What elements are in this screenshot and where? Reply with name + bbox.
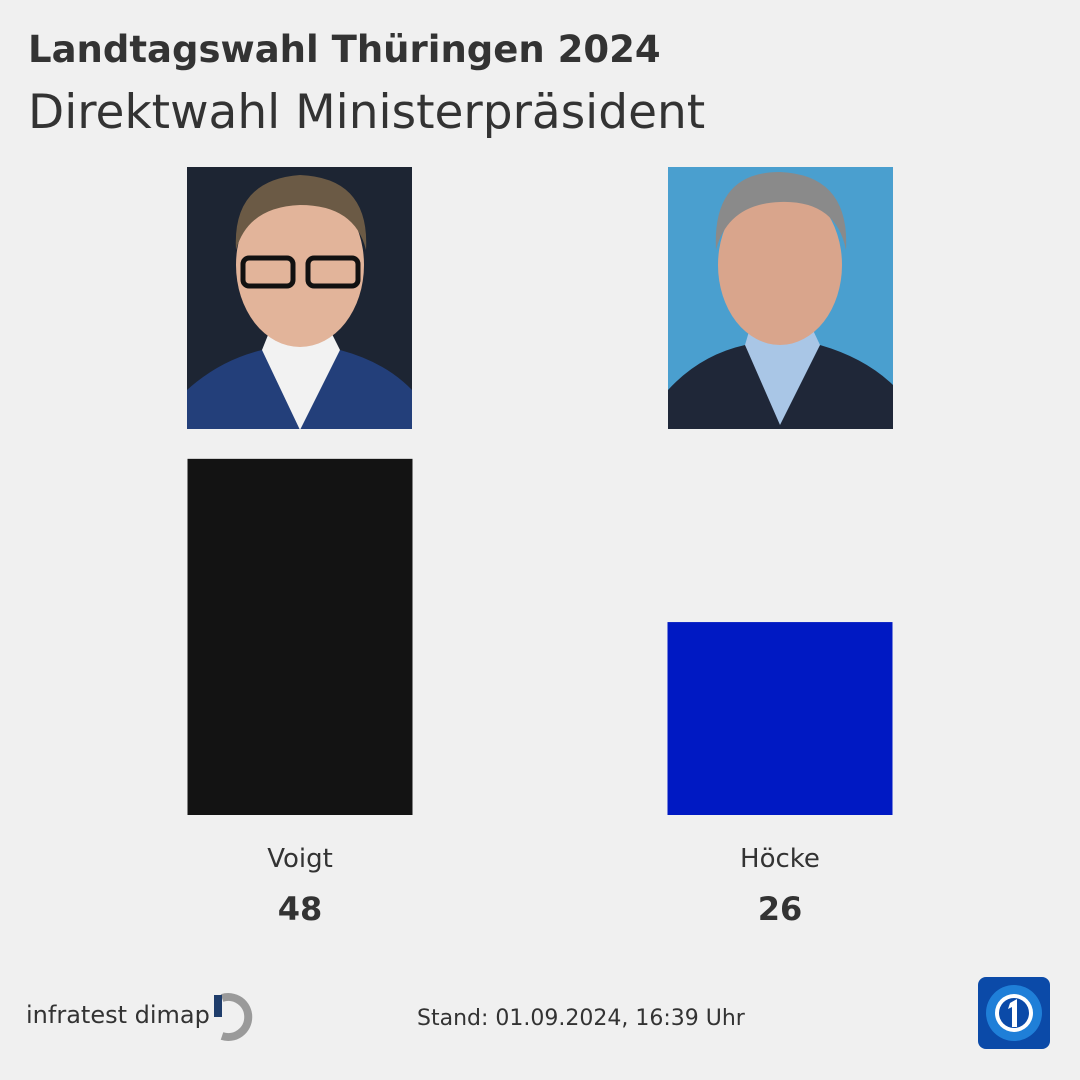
value-label: 26 [758, 890, 803, 928]
source-logo-icon [214, 993, 253, 1041]
value-label: 48 [278, 890, 323, 928]
chart-subtitle: Direktwahl Ministerpräsident [28, 85, 705, 140]
bar [667, 622, 893, 815]
portrait [668, 167, 893, 429]
source-logo: infratest dimap [26, 1001, 210, 1029]
chart-title: Landtagswahl Thüringen 2024 [28, 28, 661, 71]
category-label: Voigt [267, 844, 333, 874]
portrait [187, 167, 412, 430]
category-label: Höcke [740, 844, 820, 874]
timestamp: Stand: 01.09.2024, 16:39 Uhr [417, 1006, 746, 1031]
bar [187, 458, 413, 815]
broadcaster-logo [978, 977, 1050, 1049]
